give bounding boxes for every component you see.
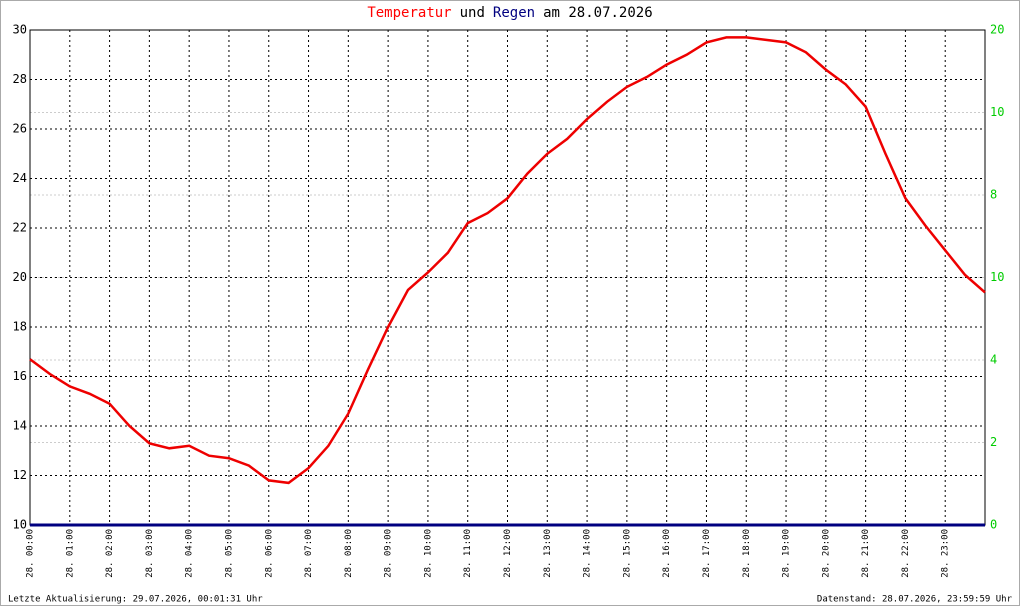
y2-tick-label: 4 xyxy=(990,353,997,367)
x-tick-label: 28. 14:00 xyxy=(583,529,593,578)
y-tick-label: 14 xyxy=(13,419,27,433)
x-tick-label: 28. 00:00 xyxy=(26,529,36,578)
footer-left: Letzte Aktualisierung: 29.07.2026, 00:01… xyxy=(8,595,263,605)
x-tick-label: 28. 15:00 xyxy=(622,529,632,578)
footer-right: Datenstand: 28.07.2026, 23:59:59 Uhr xyxy=(817,595,1013,605)
x-tick-label: 28. 16:00 xyxy=(662,529,672,578)
series-line xyxy=(29,36,986,485)
y2-tick-label: 2 xyxy=(990,435,997,449)
x-tick-label: 28. 21:00 xyxy=(861,529,871,578)
x-tick-label: 28. 02:00 xyxy=(105,529,115,578)
y2-tick-label: 0 xyxy=(990,518,997,532)
x-tick-label: 28. 22:00 xyxy=(901,529,911,578)
y-tick-label: 24 xyxy=(13,171,27,185)
x-tick-label: 28. 11:00 xyxy=(463,529,473,578)
x-tick-label: 28. 19:00 xyxy=(782,529,792,578)
y-tick-label: 30 xyxy=(13,23,27,37)
x-tick-label: 28. 20:00 xyxy=(821,529,831,578)
y2-tick-label: 8 xyxy=(990,188,997,202)
x-tick-label: 28. 07:00 xyxy=(304,529,314,578)
y-tick-label: 26 xyxy=(13,122,27,136)
title-part: und xyxy=(460,5,485,21)
x-tick-label: 28. 23:00 xyxy=(941,529,951,578)
x-tick-label: 28. 12:00 xyxy=(503,529,513,578)
x-tick-label: 28. 03:00 xyxy=(145,529,155,578)
y-tick-label: 28 xyxy=(13,72,27,86)
x-tick-label: 28. 08:00 xyxy=(344,529,354,578)
x-tick-label: 28. 05:00 xyxy=(224,529,234,578)
y-tick-label: 12 xyxy=(13,468,27,482)
x-tick-label: 28. 18:00 xyxy=(742,529,752,578)
title-part: am 28.07.2026 xyxy=(543,5,653,21)
y2-tick-label: 20 xyxy=(990,23,1004,37)
x-tick-label: 28. 01:00 xyxy=(65,529,75,578)
title-part: Regen xyxy=(493,5,535,21)
x-tick-label: 28. 17:00 xyxy=(702,529,712,578)
y-tick-label: 18 xyxy=(13,320,27,334)
x-tick-label: 28. 04:00 xyxy=(185,529,195,578)
x-tick-label: 28. 09:00 xyxy=(384,529,394,578)
chart-title: Temperatur und Regen am 28.07.2026 xyxy=(367,5,652,21)
x-tick-label: 28. 10:00 xyxy=(423,529,433,578)
y2-tick-label: 10 xyxy=(990,270,1004,284)
title-part: Temperatur xyxy=(367,5,451,21)
y-tick-label: 16 xyxy=(13,369,27,383)
y2-tick-label: 10 xyxy=(990,105,1004,119)
y-tick-label: 10 xyxy=(13,518,27,532)
x-tick-label: 28. 06:00 xyxy=(264,529,274,578)
y-tick-label: 20 xyxy=(13,270,27,284)
y-tick-label: 22 xyxy=(13,221,27,235)
x-tick-label: 28. 13:00 xyxy=(543,529,553,578)
